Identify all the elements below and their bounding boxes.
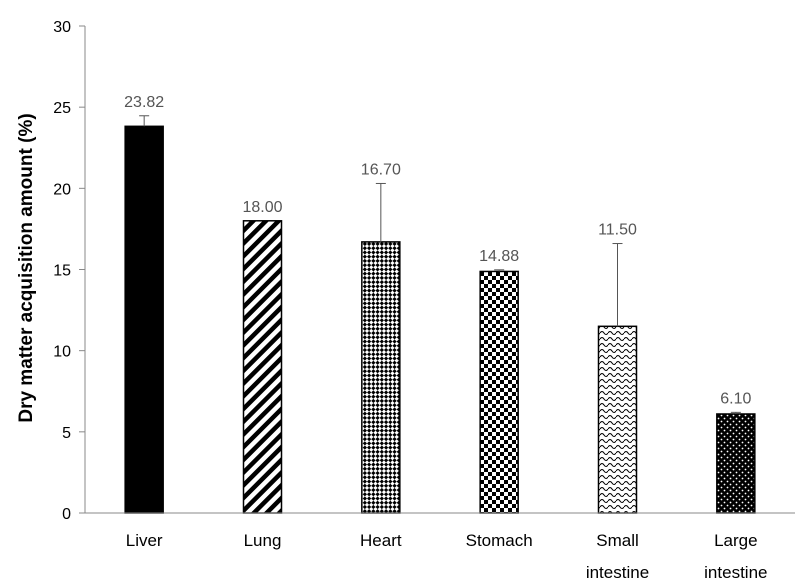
data-label: 23.82 — [124, 94, 164, 111]
x-axis-labels: Liver Lung Heart Stomach Small intestine Large… — [126, 531, 768, 581]
y-tick-label: 25 — [53, 100, 71, 117]
x-category-label: Lung — [244, 531, 282, 550]
y-axis-label: Dry matter acquisition amount (%) — [16, 113, 37, 422]
x-category-label: Liver — [126, 531, 163, 550]
x-category-label: intestine — [586, 563, 649, 581]
bar — [597, 325, 638, 514]
error-bars-group — [139, 115, 741, 414]
x-category-label: intestine — [704, 563, 767, 581]
data-labels-group: 23.82 18.00 16.70 14.88 11.50 6.10 — [124, 94, 751, 408]
y-tick-label: 30 — [53, 19, 71, 36]
x-category-label: Stomach — [466, 531, 533, 550]
y-tick-label: 20 — [53, 181, 71, 198]
y-axis: 0 5 10 15 20 25 30 — [53, 19, 85, 523]
data-label: 18.00 — [242, 199, 282, 216]
y-tick-label: 0 — [62, 506, 71, 523]
y-tick-label: 5 — [62, 425, 71, 442]
x-category-label: Large — [714, 531, 757, 550]
bar — [479, 270, 519, 514]
x-category-label: Heart — [360, 531, 402, 550]
y-tick-label: 15 — [53, 263, 71, 280]
data-label: 6.10 — [720, 390, 751, 407]
bar — [242, 220, 283, 514]
bars-group — [124, 125, 756, 514]
data-label: 16.70 — [361, 161, 401, 178]
y-tick-label: 10 — [53, 344, 71, 361]
bar — [361, 241, 401, 514]
bar — [716, 413, 756, 514]
data-label: 11.50 — [598, 222, 637, 239]
bar — [124, 125, 164, 514]
x-category-label: Small — [596, 531, 639, 550]
data-label: 14.88 — [479, 248, 519, 265]
